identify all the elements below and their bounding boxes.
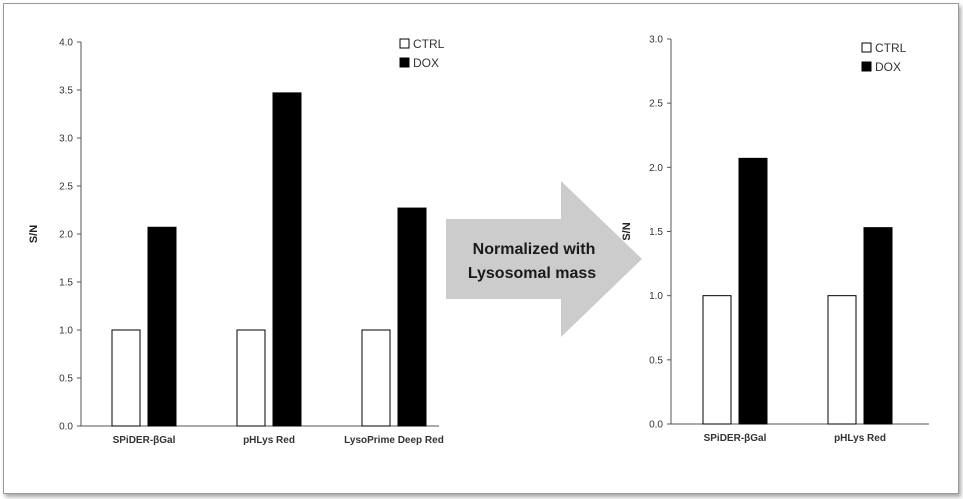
legend-label-dox: DOX [413,56,439,70]
y-tick-label: 0.0 [59,422,73,433]
bar-dox [397,207,427,427]
bar-dox [863,227,893,425]
y-tick-label: 2.5 [649,99,663,110]
normalization-arrow: Normalized with Lysosomal mass [446,181,642,337]
arrow-label-line1: Normalized with [473,241,596,258]
legend-swatch-ctrl [399,38,410,49]
legend-label-dox: DOX [875,60,901,74]
bar-dox [738,157,768,425]
y-tick-label: 0.0 [649,420,663,431]
category-label: pHLys Red [834,433,886,444]
category-label: pHLys Red [243,435,295,446]
legend-swatch-dox [399,57,410,68]
y-tick-label: 1.0 [59,326,73,337]
y-tick-label: 4.0 [59,38,73,49]
y-tick-label: 3.0 [59,134,73,145]
legend-swatch-ctrl [861,42,872,53]
y-tick-label: 1.0 [649,291,663,302]
chart-left: 0.0 0.5 1.0 1.5 2.0 2.5 3.0 3.5 4.0 S/N SPiDER-βGa… [28,37,445,446]
category-label: LysoPrime Deep Red [344,435,444,446]
legend-swatch-dox [861,61,872,72]
figure-frame: 0.0 0.5 1.0 1.5 2.0 2.5 3.0 3.5 4.0 S/N SPiDER-βGa… [3,3,959,494]
arrow-shape [446,181,642,337]
chart-right: 0.0 0.5 1.0 1.5 2.0 2.5 3.0 S/N SPiDER-βGal pHLys… [621,35,929,444]
bar-ctrl [111,329,141,427]
y-axis-label: S/N [28,225,40,243]
y-tick-label: 1.5 [649,227,663,238]
bar-ctrl [827,295,857,425]
y-tick-label: 2.5 [59,182,73,193]
figure-canvas: 0.0 0.5 1.0 1.5 2.0 2.5 3.0 3.5 4.0 S/N SPiDER-βGa… [28,35,929,446]
legend-label-ctrl: CTRL [875,41,907,55]
legend-label-ctrl: CTRL [413,37,445,51]
category-label: SPiDER-βGal [704,433,767,444]
y-tick-label: 0.5 [649,355,663,366]
y-tick-label: 2.0 [649,163,663,174]
bar-dox [272,92,302,427]
y-tick-label: 0.5 [59,374,73,385]
bar-ctrl [702,295,732,425]
y-tick-label: 2.0 [59,230,73,241]
bar-dox [147,226,177,427]
y-tick-label: 1.5 [59,278,73,289]
bar-ctrl [236,329,266,427]
y-axis-label: S/N [621,222,633,240]
y-tick-label: 3.0 [649,35,663,46]
y-tick-label: 3.5 [59,86,73,97]
arrow-label-line2: Lysosomal mass [468,265,596,282]
category-label: SPiDER-βGal [113,435,176,446]
bar-ctrl [361,329,391,427]
